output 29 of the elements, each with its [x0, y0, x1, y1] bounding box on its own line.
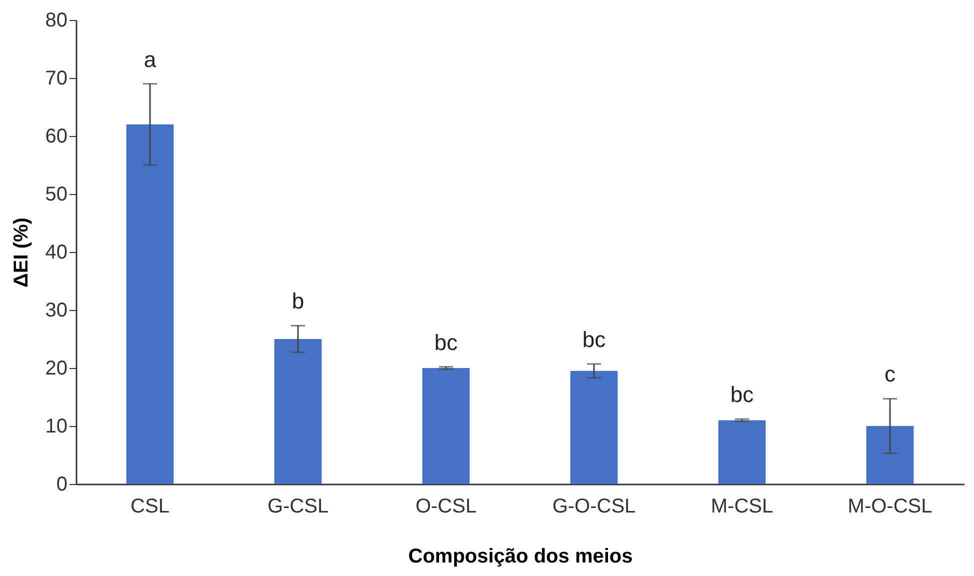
bar — [570, 370, 618, 484]
annotation: bc — [434, 330, 458, 355]
annotation: bc — [730, 382, 754, 408]
bar — [866, 426, 914, 484]
x-tick-label: O-CSL — [415, 496, 477, 518]
x-tick-label: G-O-CSL — [552, 496, 636, 518]
y-tick-label: 70 — [45, 68, 68, 90]
y-tick-label: 40 — [45, 242, 68, 264]
bar — [274, 339, 322, 484]
y-tick-label: 50 — [45, 184, 68, 206]
bar — [718, 420, 766, 484]
x-tick-label: G-CSL — [267, 496, 329, 518]
bar — [126, 124, 174, 484]
annotation: c — [884, 362, 896, 387]
y-tick-label: 20 — [45, 358, 68, 380]
y-tick-label: 0 — [56, 474, 68, 496]
bar — [422, 368, 470, 484]
annotation: a — [144, 46, 157, 72]
y-tick-label: 10 — [45, 416, 68, 438]
x-tick-label: CSL — [130, 496, 170, 518]
x-tick-label: M-O-CSL — [848, 496, 932, 518]
x-axis-title: Composição dos meios — [408, 546, 633, 568]
y-tick-label: 60 — [45, 126, 68, 148]
y-axis-title: ΔEI (%) — [10, 218, 32, 288]
annotation: b — [292, 288, 304, 314]
y-tick-label: 80 — [45, 10, 68, 32]
x-tick-label: M-CSL — [710, 496, 774, 518]
y-tick-label: 30 — [45, 300, 68, 322]
annotation: bc — [582, 326, 606, 352]
